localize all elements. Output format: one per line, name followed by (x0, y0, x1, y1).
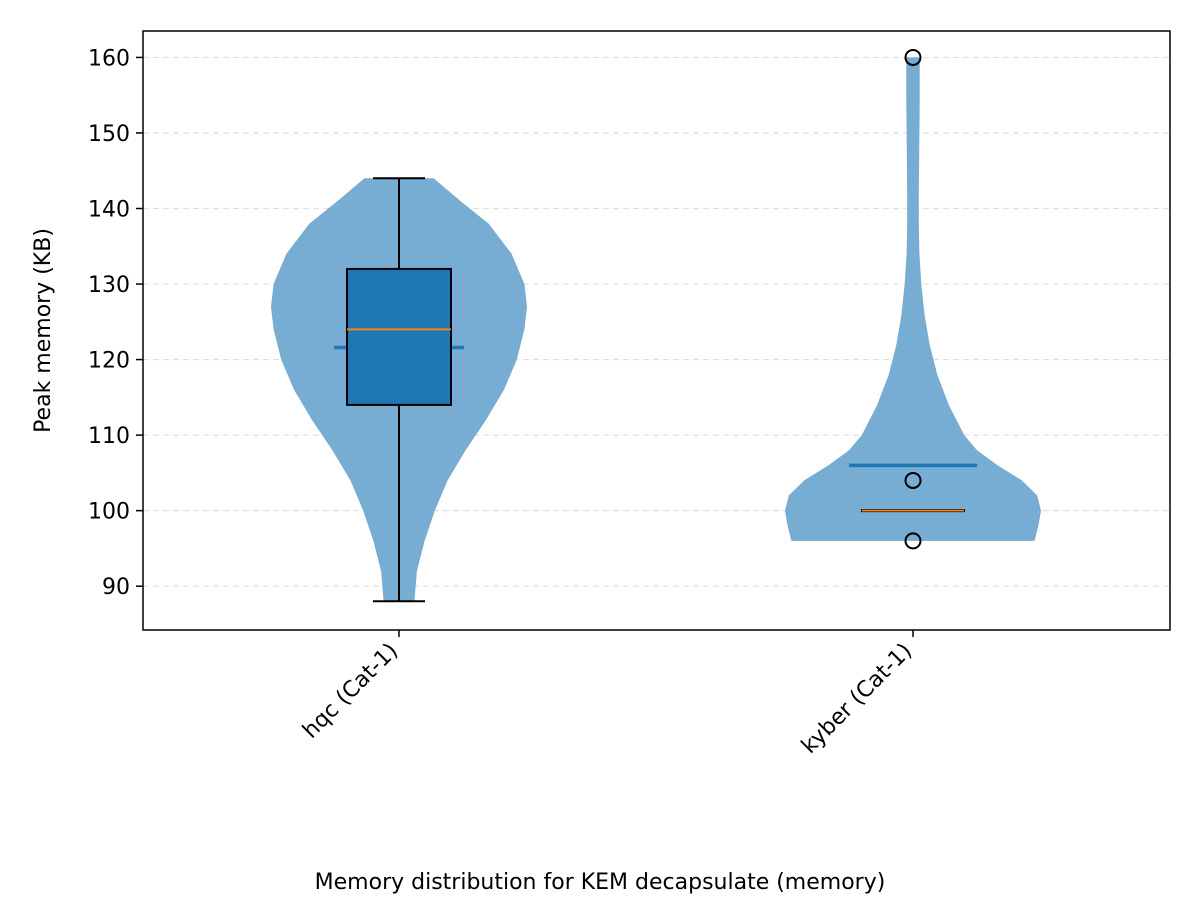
box-plots (334, 48, 977, 603)
violin-body (785, 57, 1041, 541)
y-axis-label: Peak memory (KB) (31, 228, 56, 433)
axes: 90 100 110 120 130 140 150 160 hqc (Cat-1) kyber … (88, 30, 1171, 759)
y-tick-label: 140 (88, 198, 130, 223)
y-tick-label: 150 (88, 122, 130, 147)
y-tick-label: 100 (88, 500, 130, 525)
outlier-point (904, 48, 922, 66)
x-tick-label: kyber (Cat-1) (797, 639, 917, 759)
y-tick-label: 110 (88, 424, 130, 449)
box-iqr (346, 267, 452, 406)
outlier-point (904, 532, 922, 550)
x-tick-label: hqc (Cat-1) (298, 639, 403, 744)
chart-title: Memory distribution for KEM decapsulate … (315, 870, 886, 895)
y-tick-label: 90 (102, 575, 130, 600)
y-tick-label: 120 (88, 349, 130, 374)
plot-frame (142, 30, 1171, 631)
outlier-point (904, 471, 922, 489)
y-tick-label: 130 (88, 273, 130, 298)
y-tick-label: 160 (88, 46, 130, 71)
